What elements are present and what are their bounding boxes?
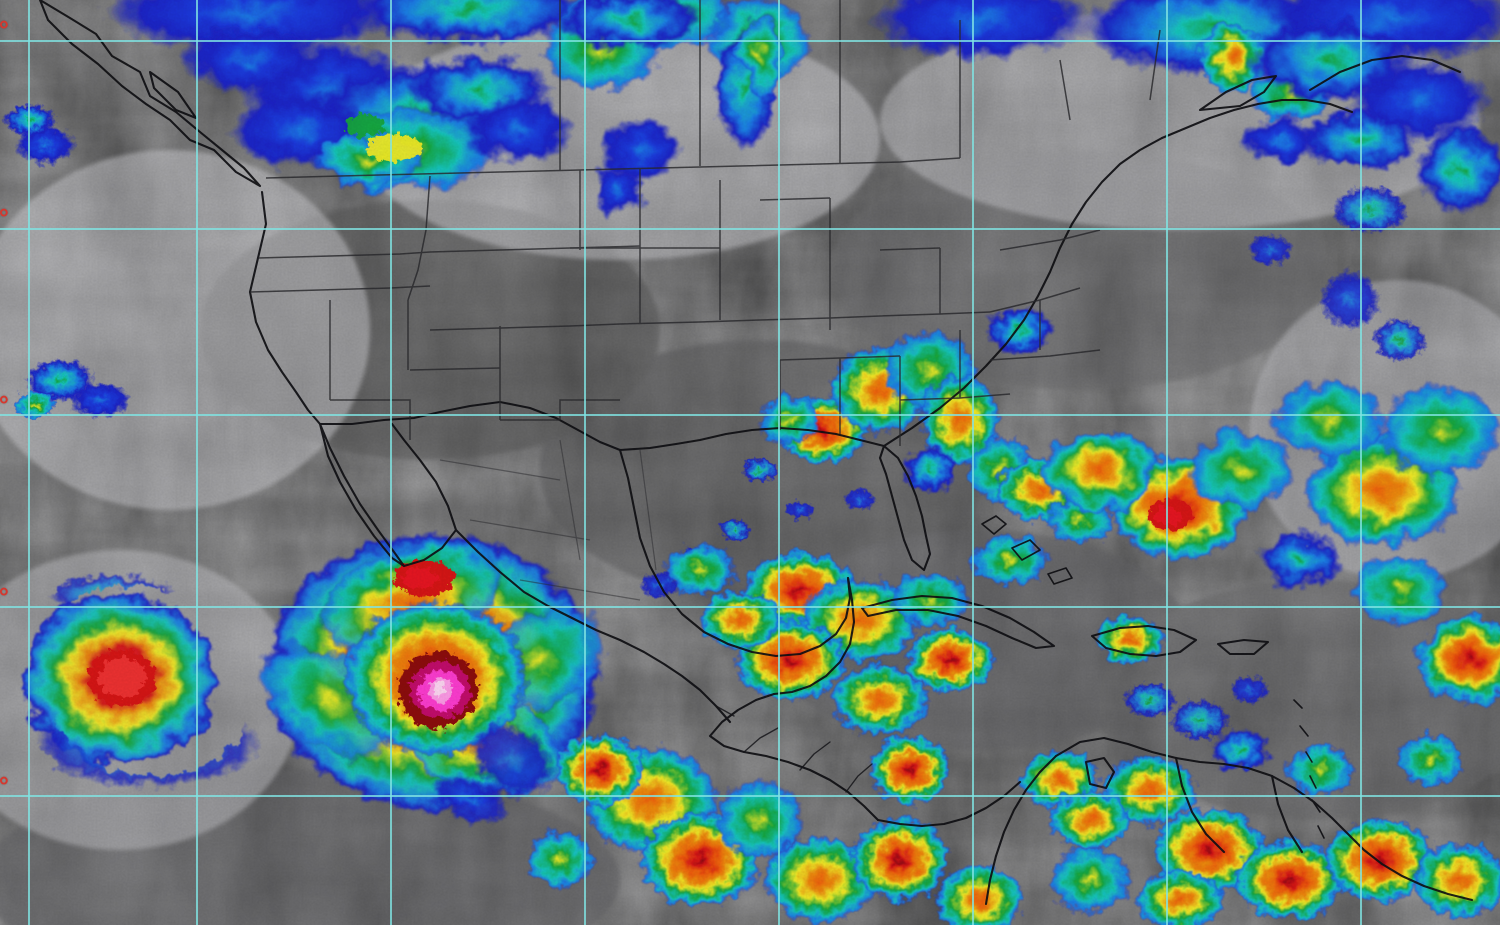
latitude-label: 0° bbox=[0, 16, 9, 44]
latitude-label: 0° bbox=[0, 583, 9, 611]
latitude-label: 0° bbox=[0, 391, 9, 419]
latitude-label: 0° bbox=[0, 772, 9, 800]
latitude-label: 0° bbox=[0, 204, 9, 232]
